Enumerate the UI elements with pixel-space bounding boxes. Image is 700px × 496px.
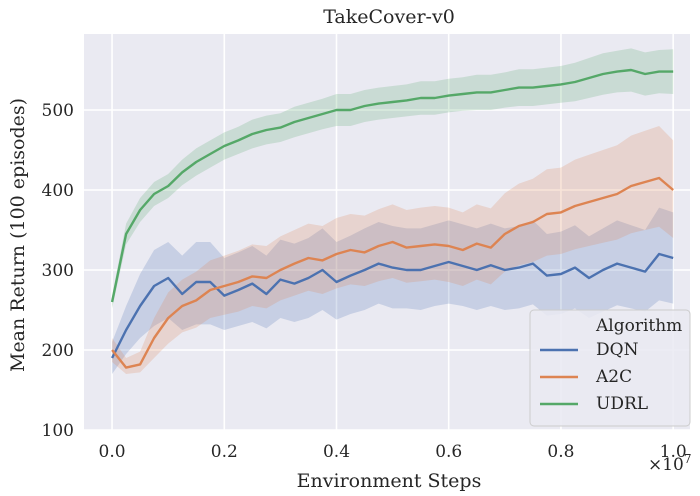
x-tick-label: 0.4	[323, 442, 350, 462]
dqn-confidence-band	[112, 207, 674, 374]
x-multiplier-label: ×107	[648, 452, 692, 475]
a2c-series-line	[111, 176, 674, 369]
x-tick-label: 0.8	[547, 442, 574, 462]
x-tick-label: 0.2	[211, 442, 238, 462]
legend-items: DQN A2C UDRL	[540, 340, 648, 414]
y-tick-label: 200	[42, 341, 74, 361]
series-lines	[110, 68, 674, 369]
legend-box	[529, 309, 691, 427]
x-tick-label: 0.6	[435, 442, 462, 462]
chart-title: TakeCover-v0	[323, 6, 455, 28]
udrl-confidence-band	[112, 48, 674, 309]
dqn-legend-label: DQN	[596, 340, 639, 360]
y-axis-title: Mean Return (100 episodes)	[7, 98, 29, 372]
x-tick-labels: 0.0 0.2 0.4 0.6 0.8 1.0	[99, 442, 687, 462]
a2c-legend-label: A2C	[595, 367, 632, 387]
confidence-bands	[112, 48, 674, 374]
dqn-series-line	[111, 252, 674, 359]
x-tick-label: 0.0	[99, 442, 126, 462]
a2c-confidence-band	[112, 126, 674, 374]
udrl-series-line	[110, 68, 674, 303]
y-tick-label: 500	[42, 101, 74, 121]
y-tick-label: 100	[42, 421, 74, 441]
y-tick-label: 400	[42, 181, 74, 201]
legend-title: Algorithm	[595, 316, 682, 336]
legend: Algorithm DQN A2C UDRL	[529, 309, 691, 427]
y-tick-label: 300	[42, 261, 74, 281]
x-tick-label: 1.0	[660, 442, 687, 462]
x-axis-title: Environment Steps	[297, 470, 482, 492]
y-tick-labels: 100 200 300 400 500	[42, 101, 74, 441]
udrl-legend-label: UDRL	[596, 394, 648, 414]
